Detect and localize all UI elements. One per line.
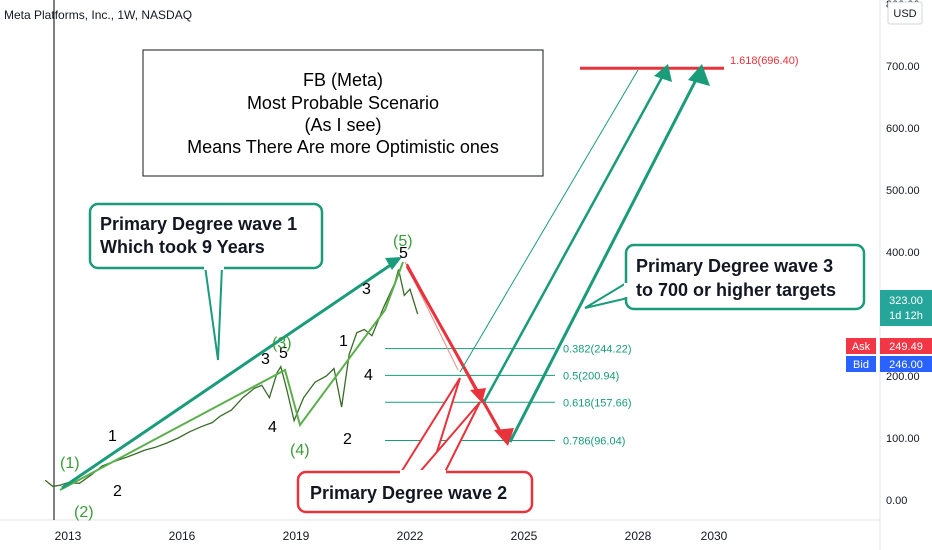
y-tick-label: 700.00	[886, 61, 920, 73]
currency-box[interactable]	[887, 1, 923, 25]
info-box-line: Most Probable Scenario	[247, 93, 439, 113]
x-tick-label: 2030	[701, 529, 728, 543]
y-tick-label: 200.00	[886, 371, 920, 383]
currency-label: USD	[893, 8, 916, 20]
callout-primary-wave2: Primary Degree wave 2	[296, 377, 534, 514]
callout-line: Primary Degree wave 1	[100, 214, 297, 234]
wave3-green-arrows	[459, 64, 710, 443]
svg-text:1d 12h: 1d 12h	[889, 310, 923, 322]
callout-primary-wave3: Primary Degree wave 3 to 700 or higher t…	[584, 243, 866, 311]
wave-label: (3)	[272, 335, 292, 352]
wave-label: 2	[343, 431, 352, 448]
wave-label: 5	[279, 345, 288, 362]
y-tick-label: 0.00	[886, 495, 907, 507]
time-axis: 2013 2016 2019 2022 2025 2028 2030	[55, 529, 728, 543]
svg-text:246.00: 246.00	[889, 359, 923, 371]
primary-wave1-arrow	[61, 260, 396, 490]
wave-label: 1	[339, 333, 348, 350]
fib-level-label: 0.618(157.66)	[563, 397, 632, 409]
x-tick-label: 2025	[511, 529, 538, 543]
wave-label: 5	[399, 245, 408, 262]
x-tick-label: 2013	[55, 529, 82, 543]
fib-level-label: 0.382(244.22)	[563, 344, 632, 356]
info-box-line: Means There Are more Optimistic ones	[187, 137, 499, 157]
wave-labels: (1) (2) 1 2 3 5 (3) 4 (4) 1 2 3 4 5 (5)	[60, 233, 413, 521]
info-box-line: FB (Meta)	[303, 70, 383, 90]
callout-primary-wave1: Primary Degree wave 1 Which took 9 Years	[88, 202, 324, 361]
info-box-line: (As I see)	[304, 115, 381, 135]
wave-label: (1)	[60, 455, 80, 472]
primary-wave1-arrowhead	[385, 257, 402, 270]
chart-symbol-title: Meta Platforms, Inc., 1W, NASDAQ	[4, 8, 192, 22]
wave-label: (5)	[393, 233, 413, 250]
target-label-1618: 1.618(696.40)	[730, 55, 799, 67]
x-tick-label: 2019	[283, 529, 310, 543]
svg-text:Bid: Bid	[853, 359, 869, 371]
x-tick-label: 2028	[625, 529, 652, 543]
wave-lines-green	[59, 261, 404, 491]
y-tick-label: 500.00	[886, 185, 920, 197]
bid-price-badge: Bid 246.00	[846, 356, 932, 372]
price-axis: 800.00700.00600.00500.00400.00300.00200.…	[886, 0, 920, 507]
x-tick-label: 2016	[169, 529, 196, 543]
callout-line: to 700 or higher targets	[636, 280, 836, 300]
svg-text:Ask: Ask	[852, 341, 871, 353]
y-tick-label: 400.00	[886, 247, 920, 259]
ask-price-badge: Ask 249.49	[846, 338, 932, 354]
callout-line: Primary Degree wave 3	[636, 256, 833, 276]
fib-level-label: 0.5(200.94)	[563, 370, 619, 382]
callout-line: Primary Degree wave 2	[310, 483, 507, 503]
svg-text:249.49: 249.49	[889, 341, 923, 353]
y-tick-label: 600.00	[886, 123, 920, 135]
x-tick-label: 2022	[397, 529, 424, 543]
scenario-info-box: FB (Meta) Most Probable Scenario (As I s…	[142, 49, 544, 177]
wave-label: 4	[268, 419, 277, 436]
wave-label: (4)	[290, 442, 310, 459]
svg-text:323.00: 323.00	[889, 295, 923, 307]
fib-level-label: 0.786(96.04)	[563, 435, 625, 447]
wave-label: 3	[362, 281, 371, 298]
wave-label: 3	[261, 351, 270, 368]
last-price-badge: 323.00 1d 12h	[880, 290, 932, 326]
wave-label: 4	[364, 367, 373, 384]
wave-label: 2	[113, 483, 122, 500]
wave2-red-arrows	[404, 261, 514, 446]
wave-label: 1	[108, 428, 117, 445]
y-tick-label: 100.00	[886, 433, 920, 445]
price-series-line	[44, 269, 419, 488]
callout-line: Which took 9 Years	[100, 237, 265, 257]
wave-label: (2)	[74, 504, 94, 521]
